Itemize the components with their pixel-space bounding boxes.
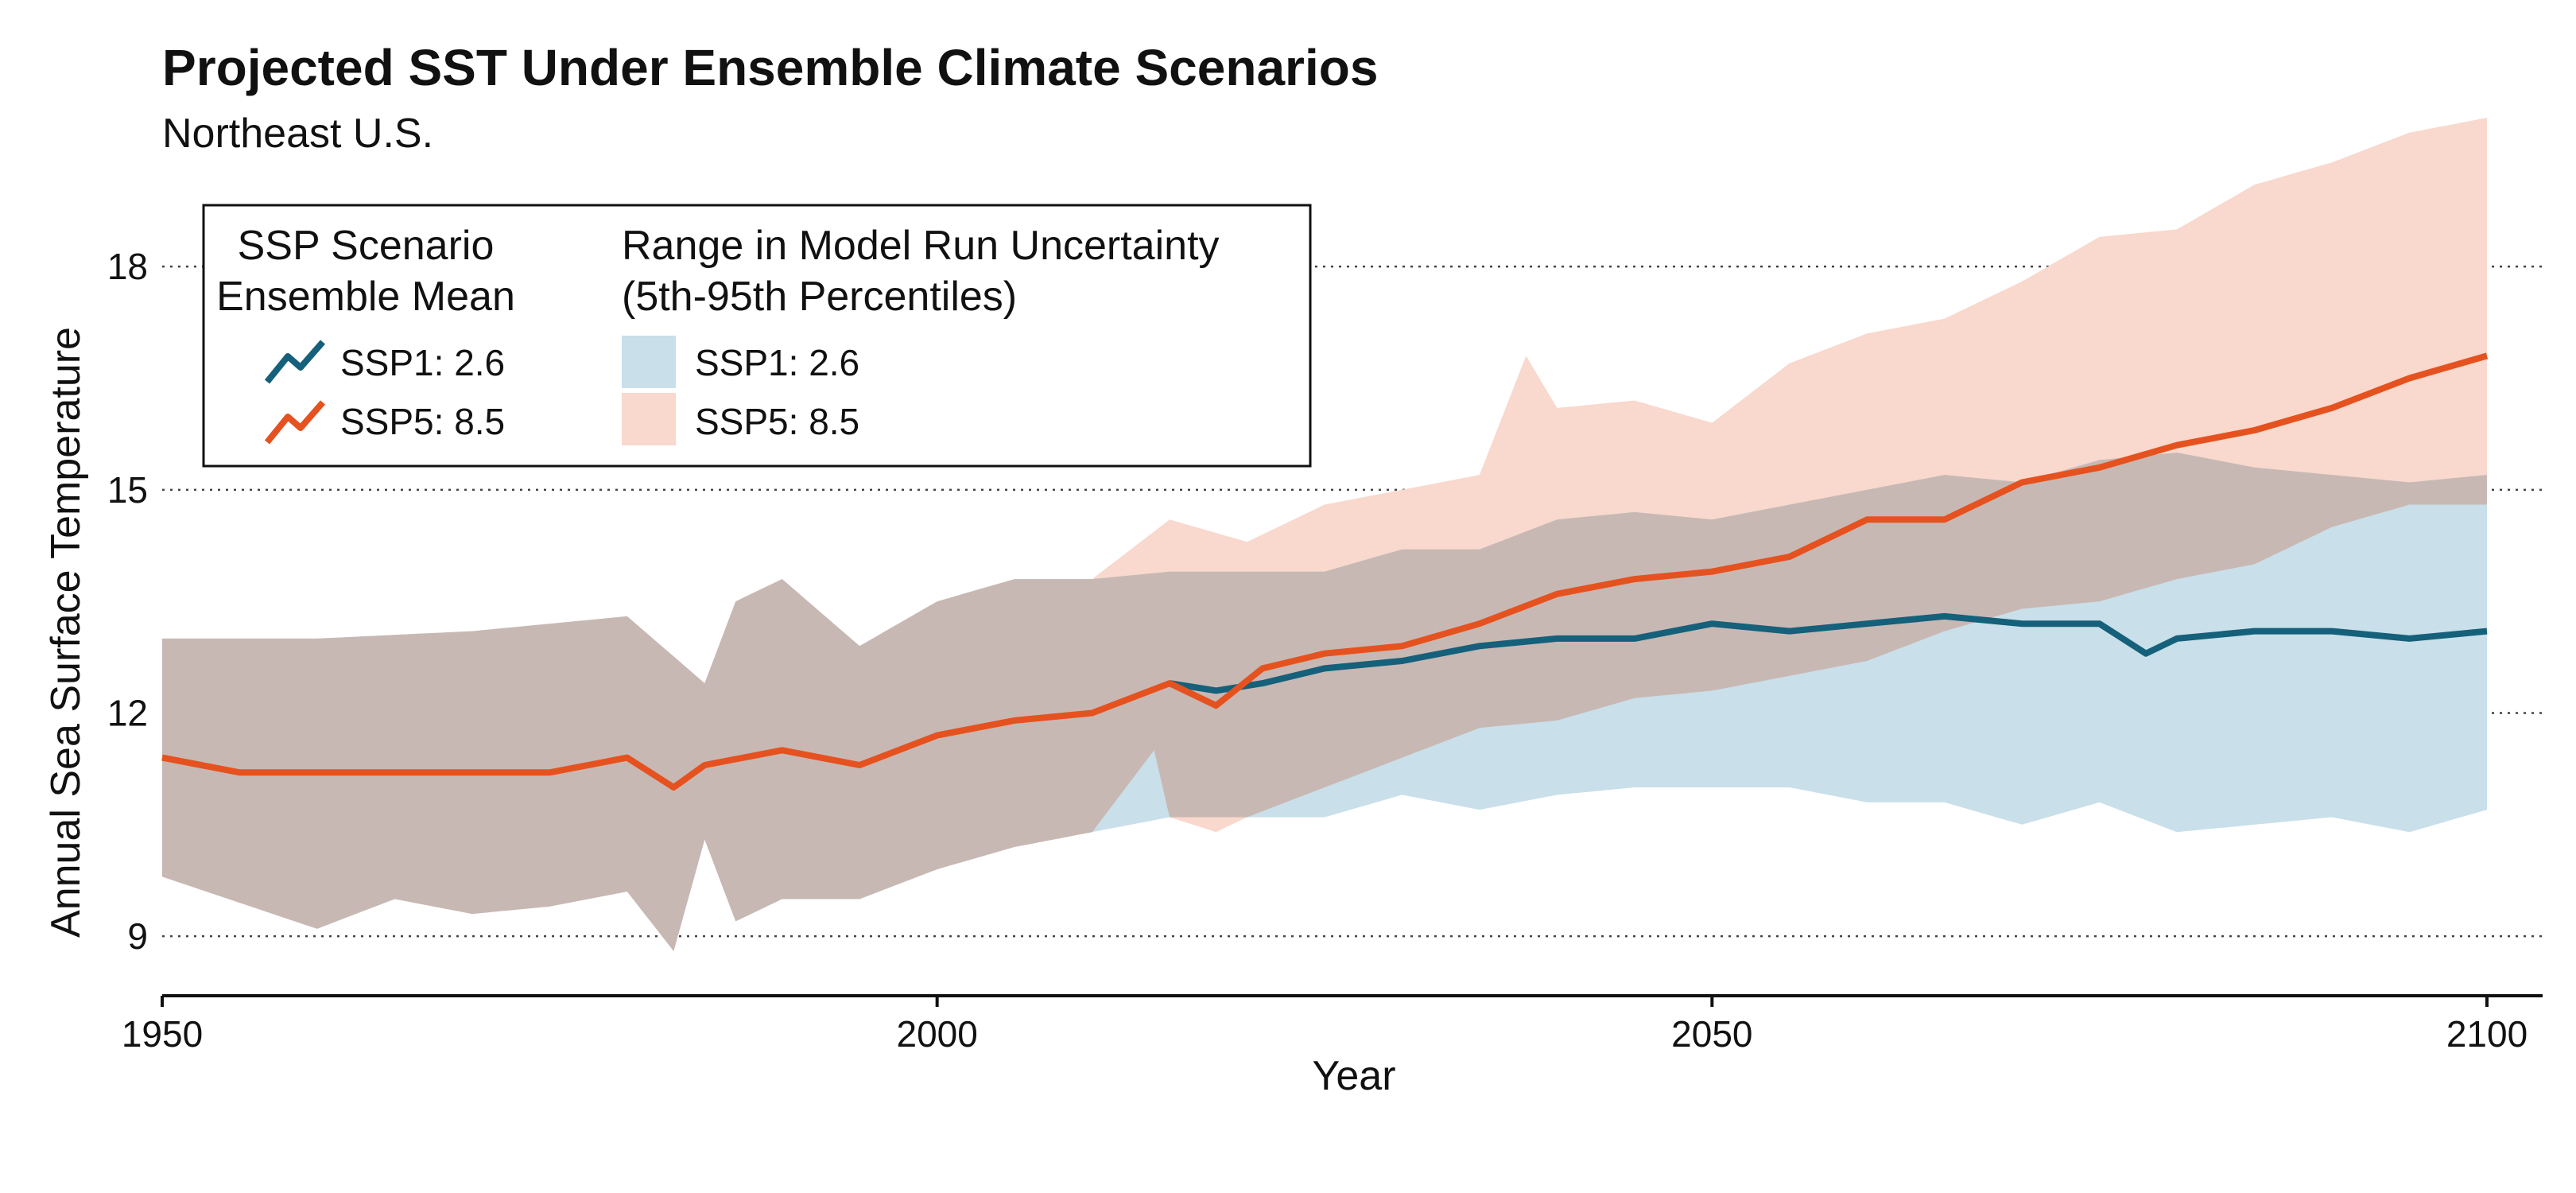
mean-line-ssp1 xyxy=(1169,612,2488,694)
y-tick-label-12: 12 xyxy=(107,692,148,733)
x-tick-label-2000: 2000 xyxy=(896,1013,977,1055)
legend-swatch-ssp5 xyxy=(622,393,676,445)
x-tick-label-2100: 2100 xyxy=(2446,1013,2528,1055)
legend-line-ssp5 xyxy=(264,400,326,445)
x-axis-title: Year xyxy=(1312,1053,1395,1099)
legend-line-ssp1 xyxy=(264,340,326,384)
legend: SSP Scenario Ensemble Mean Range in Mode… xyxy=(202,204,1312,468)
legend-range-heading-2: (5th-95th Percentiles) xyxy=(622,274,1017,320)
legend-box xyxy=(202,204,1312,468)
y-tick-label-15: 15 xyxy=(107,469,148,511)
x-tick-label-2050: 2050 xyxy=(1671,1013,1752,1055)
legend-range-label-ssp1: SSP1: 2.6 xyxy=(695,342,859,383)
legend-mean-label-ssp1: SSP1: 2.6 xyxy=(340,342,505,383)
uncertainty-bands xyxy=(162,118,2487,951)
legend-mean-heading-2: Ensemble Mean xyxy=(216,274,515,320)
y-tick-label-9: 9 xyxy=(127,915,148,957)
legend-mean-label-ssp5: SSP5: 8.5 xyxy=(340,401,505,442)
ensemble-mean-lines xyxy=(161,352,2489,791)
x-tick-label-1950: 1950 xyxy=(122,1013,203,1055)
legend-mean-heading-1: SSP Scenario xyxy=(238,223,495,269)
y-axis-ticks: 9 12 15 18 xyxy=(107,246,148,957)
legend-range-label-ssp5: SSP5: 8.5 xyxy=(695,401,859,442)
y-tick-label-18: 18 xyxy=(107,246,148,287)
chart-subtitle: Northeast U.S. xyxy=(162,111,434,157)
legend-range-heading-1: Range in Model Run Uncertainty xyxy=(622,223,1220,269)
x-axis-ticks: 1950 2000 2050 2100 xyxy=(122,996,2528,1055)
legend-swatch-ssp1 xyxy=(622,336,676,388)
y-axis-title: Annual Sea Surface Temperature xyxy=(43,327,89,938)
range-band-overlap xyxy=(162,453,2487,951)
mean-line-ssp5 xyxy=(161,352,2489,791)
chart-title: Projected SST Under Ensemble Climate Sce… xyxy=(162,39,1379,96)
